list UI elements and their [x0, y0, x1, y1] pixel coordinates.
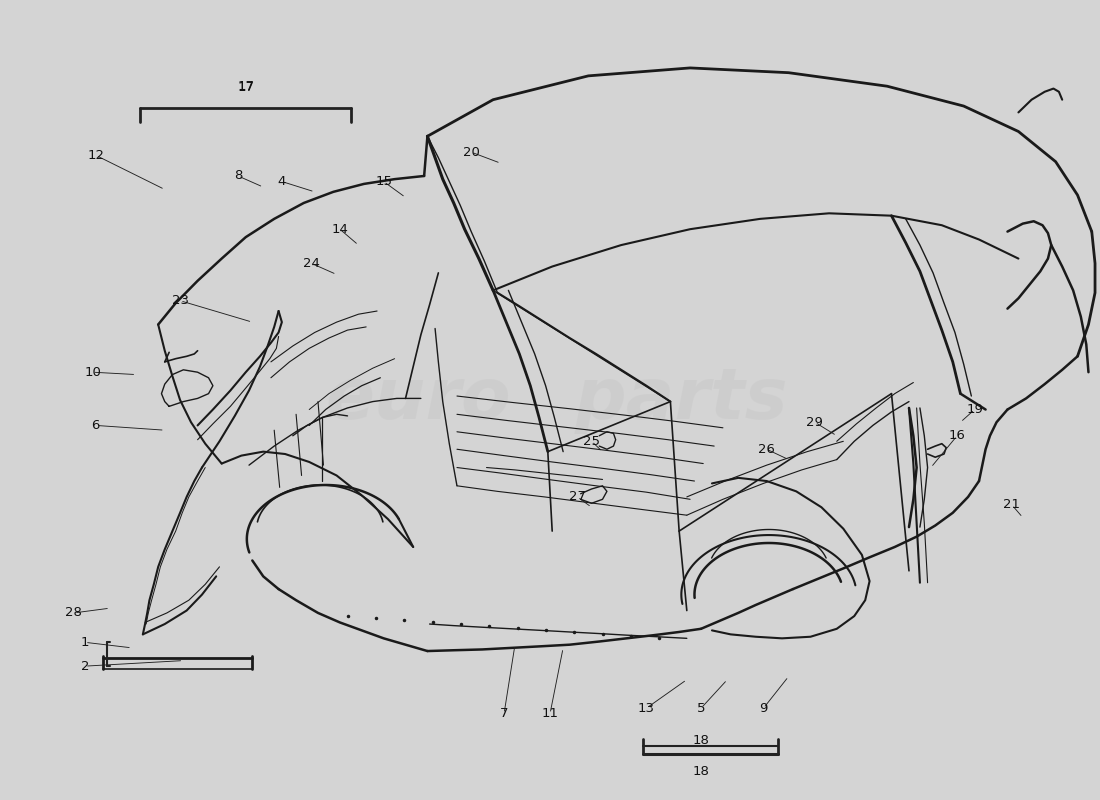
Text: 23: 23 [172, 294, 188, 307]
Text: 9: 9 [759, 702, 768, 714]
Text: 4: 4 [277, 175, 286, 188]
Text: 19: 19 [966, 403, 983, 416]
Text: 15: 15 [375, 175, 392, 188]
Text: 27: 27 [569, 490, 586, 503]
Text: 14: 14 [331, 222, 349, 236]
Text: 8: 8 [234, 170, 242, 182]
Text: 16: 16 [948, 430, 966, 442]
Text: 2: 2 [80, 660, 89, 673]
Text: 18: 18 [693, 765, 710, 778]
Text: parts: parts [574, 366, 788, 434]
Text: 29: 29 [806, 416, 823, 429]
Text: 18: 18 [693, 734, 710, 746]
Text: 25: 25 [583, 435, 601, 448]
Text: 11: 11 [541, 707, 559, 720]
Text: 21: 21 [1003, 498, 1021, 511]
Text: 7: 7 [499, 707, 508, 720]
Text: 17: 17 [238, 80, 254, 93]
Text: 20: 20 [463, 146, 480, 158]
Text: 17: 17 [238, 82, 254, 94]
Text: 24: 24 [302, 257, 320, 270]
Text: 13: 13 [638, 702, 654, 714]
Text: 10: 10 [84, 366, 101, 378]
Text: 12: 12 [87, 149, 104, 162]
Text: euro: euro [326, 366, 512, 434]
Text: 6: 6 [91, 419, 100, 432]
Text: 28: 28 [66, 606, 82, 619]
Text: 26: 26 [758, 442, 776, 456]
Text: 1: 1 [80, 636, 89, 649]
Text: 5: 5 [696, 702, 705, 714]
